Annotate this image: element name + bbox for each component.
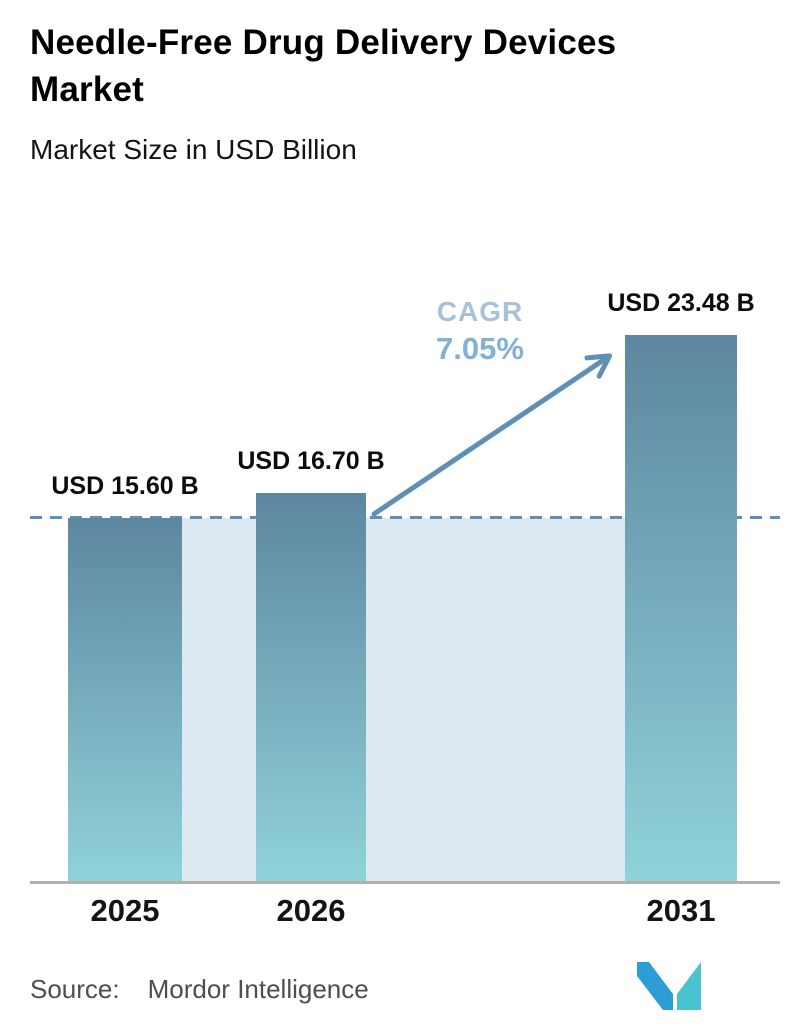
- cagr-annotation: CAGR 7.05%: [436, 296, 524, 367]
- bar-value-label: USD 16.70 B: [237, 447, 385, 475]
- bar-value-label: USD 15.60 B: [51, 472, 199, 500]
- plot-area: USD 15.60 B USD 16.70 B USD 23.48 B CAGR…: [30, 289, 780, 884]
- x-axis-label: 2031: [646, 893, 716, 928]
- dashed-threshold-line: [30, 516, 780, 519]
- source-value: Mordor Intelligence: [147, 974, 369, 1004]
- chart-title: Needle-Free Drug Delivery Devices Market: [30, 23, 617, 109]
- mordor-intelligence-logo-icon: [637, 962, 701, 1010]
- cagr-label: CAGR: [436, 296, 524, 327]
- x-axis-label: 2026: [276, 893, 346, 928]
- chart-subtitle: Market Size in USD Billion: [30, 134, 357, 165]
- source-label: Source:: [30, 974, 120, 1004]
- bar: [625, 335, 737, 881]
- bar: [68, 518, 182, 881]
- bar: [256, 493, 366, 881]
- x-axis-label: 2025: [90, 893, 160, 928]
- bar-value-label: USD 23.48 B: [607, 289, 755, 317]
- source-attribution: Source: Mordor Intelligence: [30, 974, 369, 1005]
- cagr-value: 7.05%: [436, 331, 524, 366]
